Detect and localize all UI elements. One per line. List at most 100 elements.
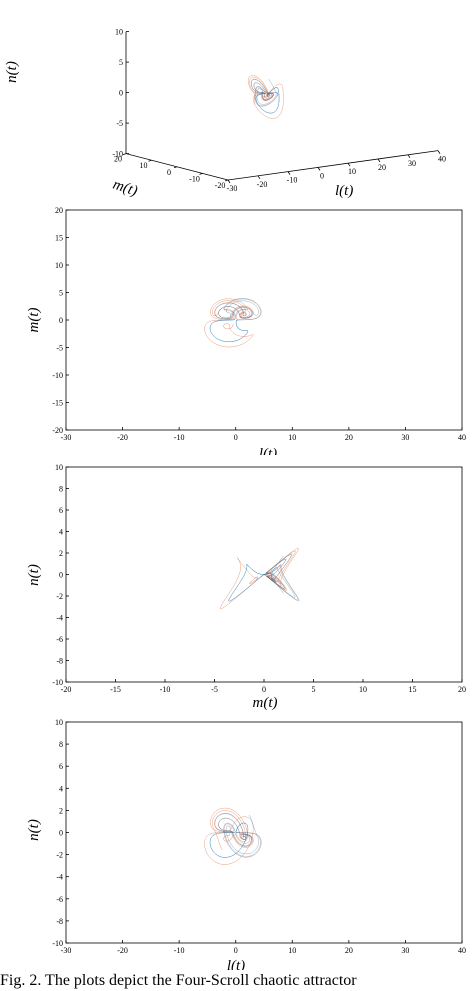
x-tick-label: 0 [234,946,238,955]
y-tick-label: 2 [59,549,63,558]
series-blue-line [251,79,280,114]
x-tick-mark [257,175,261,180]
x-tick-mark [347,162,351,167]
x-tick-label: 20 [378,163,386,172]
x-tick-mark [317,167,321,171]
y-tick-label: -10 [52,371,63,380]
y-tick-label: 20 [55,206,63,215]
y-tick-label: 0 [59,316,63,325]
y-tick-label: -10 [52,939,63,948]
plot-frame [65,209,463,431]
y-tick-label: -4 [56,873,63,882]
z-tick-label: -5 [116,119,123,128]
series-orange-line [248,75,284,119]
z-tick-label: 5 [119,58,123,67]
x-tick-label: 10 [288,946,296,955]
x-tick-label: 30 [408,159,416,168]
z-tick-label: 10 [115,28,123,37]
plot-frame [65,721,463,944]
x-tick-mark [287,171,291,175]
x-tick-label: 40 [438,155,446,164]
x-tick-label: -20 [61,685,72,694]
y-tick-mark [199,173,203,175]
x-tick-label: 15 [409,685,417,694]
x-tick-label: 30 [401,433,409,442]
x-axis-label: l(t) [259,446,277,455]
figure-caption: Fig. 2. The plots depict the Four-Scroll… [0,972,357,989]
x-tick-label: -30 [227,184,238,193]
z-tick-label: 0 [119,89,123,98]
y-tick-mark [173,166,178,169]
y-tick-label: 4 [59,528,63,537]
y-tick-label: 4 [59,784,63,793]
y-tick-label: 8 [59,740,63,749]
x-axis-label: l(t) [227,958,245,970]
y-tick-label: -10 [52,678,63,687]
y-tick-label: 10 [55,261,63,270]
z-axis-label: n(t) [4,61,20,83]
series-blue-line [209,813,262,858]
trajectory-group [204,298,262,348]
y-axis-label: m(t) [111,177,140,200]
y-tick-mark [224,179,229,182]
z-tick-label: -10 [112,150,123,159]
y-tick-label: 10 [140,161,148,170]
trajectory-group [220,548,300,609]
y-tick-label: 10 [55,718,63,727]
x-tick-label: -30 [61,946,72,955]
x-tick-label: -5 [211,685,218,694]
x-tick-label: 0 [262,685,266,694]
x-tick-label: -10 [174,433,185,442]
y-tick-label: 15 [55,234,63,243]
y-tick-label: -10 [189,174,200,183]
x-tick-label: -30 [61,433,72,442]
x-tick-label: 0 [320,171,324,180]
y-tick-label: 20 [114,155,122,164]
y-tick-label: 0 [167,168,171,177]
y-tick-label: -2 [56,592,63,601]
x-tick-mark [437,150,441,154]
y-tick-label: -8 [56,917,63,926]
y-tick-label: -20 [52,426,63,435]
y-tick-label: 6 [59,762,63,771]
y-tick-label: -20 [215,181,226,190]
y-tick-label: 8 [59,485,63,494]
y-axis-label: m(t) [26,308,42,333]
x-tick-label: -10 [174,946,185,955]
x-axis-line [227,150,439,181]
y-tick-label: -8 [56,657,63,666]
series-orange-line [220,548,299,609]
x-tick-label: 20 [345,946,353,955]
x-tick-label: -20 [117,433,128,442]
trajectory-group [204,807,262,865]
x-tick-label: -20 [117,946,128,955]
x-tick-mark [377,158,381,163]
x-tick-label: 5 [312,685,316,694]
x-tick-label: -10 [160,685,171,694]
x-tick-label: -20 [257,180,268,189]
y-tick-label: 5 [59,289,63,298]
x-tick-label: 10 [348,167,356,176]
x-tick-label: 20 [345,433,353,442]
y-axis-label: n(t) [26,564,42,586]
x-tick-label: 20 [458,685,466,694]
y-tick-label: 0 [59,571,63,580]
y-tick-label: 2 [59,806,63,815]
y-tick-label: 6 [59,506,63,515]
x-axis-label: m(t) [253,695,278,710]
series-blue-line [209,298,262,342]
y-tick-mark [122,153,127,155]
x-tick-label: -10 [287,176,298,185]
y-tick-label: -15 [52,399,63,408]
y-axis-label: n(t) [26,819,42,841]
y-tick-label: -6 [56,635,63,644]
y-tick-label: -4 [56,614,63,623]
x-tick-label: -15 [110,685,121,694]
x-tick-label: 10 [288,433,296,442]
x-tick-mark [227,179,231,184]
x-tick-label: 30 [401,946,409,955]
